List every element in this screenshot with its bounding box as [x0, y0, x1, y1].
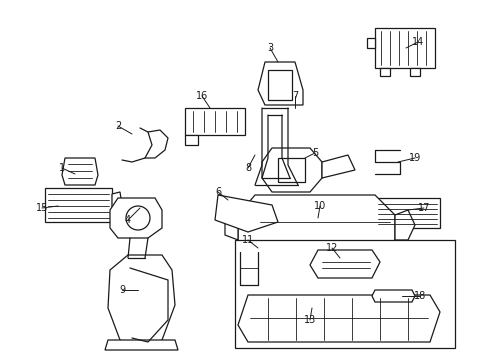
Polygon shape — [374, 198, 439, 228]
Text: 17: 17 — [417, 203, 429, 213]
Text: 13: 13 — [303, 315, 315, 325]
Text: 14: 14 — [411, 37, 423, 47]
Text: 4: 4 — [124, 215, 131, 225]
Polygon shape — [105, 340, 178, 350]
Text: 18: 18 — [413, 291, 425, 301]
Polygon shape — [258, 62, 303, 105]
Polygon shape — [309, 250, 379, 278]
Polygon shape — [112, 192, 122, 208]
Text: 7: 7 — [291, 91, 298, 101]
Polygon shape — [394, 210, 414, 240]
Polygon shape — [374, 28, 434, 68]
Polygon shape — [262, 148, 321, 192]
Text: 12: 12 — [325, 243, 338, 253]
Polygon shape — [238, 195, 394, 252]
Polygon shape — [409, 68, 419, 76]
Text: 5: 5 — [311, 148, 318, 158]
Bar — [235, 240, 454, 348]
Polygon shape — [215, 195, 278, 232]
Text: 9: 9 — [119, 285, 125, 295]
Circle shape — [126, 206, 150, 230]
Polygon shape — [321, 155, 354, 178]
Text: 16: 16 — [196, 91, 208, 101]
Polygon shape — [379, 68, 389, 76]
Text: 19: 19 — [408, 153, 420, 163]
Polygon shape — [238, 295, 439, 342]
Polygon shape — [184, 135, 198, 145]
Text: 8: 8 — [244, 163, 250, 173]
Text: 1: 1 — [59, 163, 65, 173]
Text: 11: 11 — [242, 235, 254, 245]
Polygon shape — [278, 158, 305, 182]
Polygon shape — [108, 255, 175, 348]
Polygon shape — [62, 158, 98, 185]
Polygon shape — [267, 70, 291, 100]
Polygon shape — [366, 38, 374, 48]
Polygon shape — [45, 188, 112, 222]
Polygon shape — [110, 198, 162, 238]
Text: 10: 10 — [313, 201, 325, 211]
Text: 2: 2 — [115, 121, 121, 131]
Polygon shape — [184, 108, 244, 135]
Text: 3: 3 — [266, 43, 272, 53]
Polygon shape — [224, 215, 238, 240]
Polygon shape — [371, 290, 414, 302]
Text: 15: 15 — [36, 203, 48, 213]
Text: 6: 6 — [215, 187, 221, 197]
